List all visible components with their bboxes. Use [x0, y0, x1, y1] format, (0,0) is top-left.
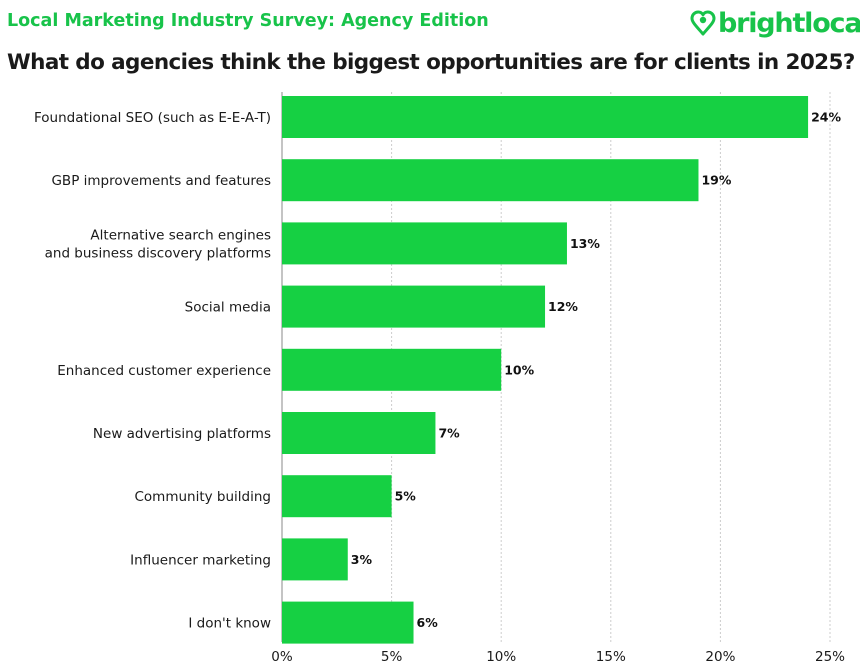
bar — [282, 538, 348, 581]
bar — [282, 222, 567, 265]
data-label: 13% — [570, 236, 600, 251]
category-label: Alternative search engines — [90, 227, 271, 243]
category-label: Influencer marketing — [130, 552, 271, 568]
brightlocal-logo: brightlocal — [690, 6, 860, 40]
data-label: 6% — [417, 615, 439, 630]
bar — [282, 285, 546, 328]
x-tick-label: 0% — [271, 649, 293, 665]
bar — [282, 96, 809, 138]
category-label: New advertising platforms — [93, 426, 271, 442]
category-label: Enhanced customer experience — [57, 363, 271, 379]
category-label: Social media — [185, 300, 271, 316]
x-tick-label: 20% — [705, 649, 735, 665]
bars-layer — [282, 96, 809, 644]
bar — [282, 412, 436, 454]
survey-title: Local Marketing Industry Survey: Agency … — [7, 11, 489, 31]
data-label: 12% — [548, 299, 578, 314]
x-tick-label: 10% — [486, 649, 516, 665]
x-tick-label: 25% — [815, 649, 845, 665]
x-tick-label: 15% — [596, 649, 626, 665]
data-label: 10% — [504, 362, 534, 377]
category-label: GBP improvements and features — [51, 173, 271, 189]
data-label: 3% — [351, 552, 373, 567]
category-label: Community building — [135, 489, 272, 505]
data-label: 5% — [395, 489, 417, 504]
location-pin-heart-icon — [690, 10, 716, 36]
chart-question: What do agencies think the biggest oppor… — [7, 50, 855, 75]
bar — [282, 601, 414, 644]
data-label: 19% — [701, 173, 731, 188]
category-label: Foundational SEO (such as E-E-A-T) — [34, 110, 271, 126]
data-label: 24% — [811, 110, 841, 125]
category-label: and business discovery platforms — [45, 245, 271, 261]
category-label: I don't know — [188, 616, 271, 632]
bar — [282, 348, 502, 391]
bar — [282, 159, 699, 202]
labels-layer: 0% 5% 10% 15% 20% 25% 24% Foundational SEO (suc… — [34, 110, 845, 666]
x-tick-label: 5% — [381, 649, 403, 665]
data-label: 7% — [438, 426, 460, 441]
logo-text: brightlocal — [718, 7, 860, 39]
bar — [282, 475, 392, 518]
